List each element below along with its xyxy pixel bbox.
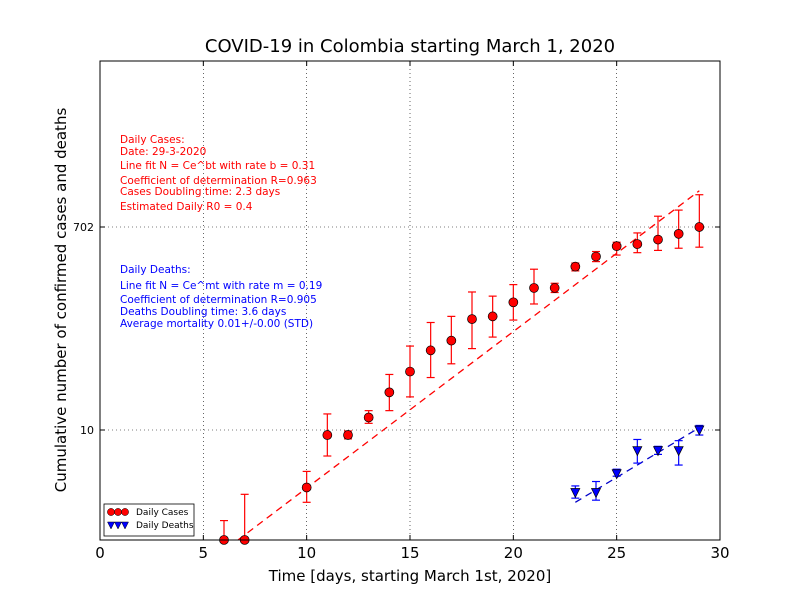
cases-annotation-line: Cases Doubling time: 2.3 days	[120, 186, 280, 198]
x-ticks: 0 5 10 15 20 25 30	[95, 61, 730, 562]
x-tick-label: 20	[504, 544, 523, 562]
legend-deaths-label: Daily Deaths	[136, 521, 194, 531]
x-tick-label: 10	[297, 544, 316, 562]
deaths-annotation-line: Deaths Doubling time: 3.6 days	[120, 306, 286, 318]
cases-data-point	[549, 283, 560, 293]
y-ticks: 10 702	[73, 221, 720, 437]
cases-data-point	[301, 482, 312, 493]
cases-data-point	[343, 430, 353, 440]
x-tick-label: 30	[710, 544, 729, 562]
x-tick-label: 0	[95, 544, 105, 562]
x-tick-label: 5	[199, 544, 209, 562]
error-bars	[220, 194, 704, 540]
legend-deaths-marker	[107, 521, 129, 530]
deaths-data-point	[652, 446, 664, 457]
cases-annotation-line: Coefficient of determination R=0.963	[120, 175, 317, 187]
deaths-data-point	[570, 488, 581, 499]
y-axis-label: Cumulative number of confirmed cases and…	[52, 108, 70, 493]
cases-annotation-line: Line fit N = Ce^bt with rate b = 0.31	[120, 160, 315, 172]
x-tick-label: 25	[607, 544, 626, 562]
cases-data-point	[363, 412, 374, 423]
cases-data-point	[611, 241, 622, 252]
cases-data-point	[694, 222, 705, 232]
cases-data-point	[653, 234, 663, 245]
deaths-data-point	[673, 446, 684, 457]
cases-data-point	[405, 366, 415, 377]
deaths-annotation-line: Average mortality 0.01+/-0.00 (STD)	[120, 318, 313, 330]
deaths-annotation-line: Daily Deaths:	[120, 264, 191, 276]
grid	[100, 61, 720, 540]
deaths-data-point	[611, 469, 622, 480]
cases-data-point	[632, 239, 643, 249]
legend: Daily Cases Daily Deaths	[103, 503, 195, 537]
cases-annotation-line: Daily Cases:	[120, 134, 185, 146]
cases-annotation-line: Date: 29-3-2020	[120, 146, 206, 158]
cases-data-point	[446, 335, 457, 346]
cases-data-point	[467, 314, 477, 324]
cases-annotation: Daily Cases: Date: 29-3-2020 Line fit N …	[120, 134, 317, 213]
y-tick-label: 10	[80, 424, 94, 437]
deaths-data-point	[694, 425, 705, 436]
chart-title: COVID-19 in Colombia starting March 1, 2…	[205, 36, 615, 57]
x-tick-label: 15	[400, 544, 419, 562]
cases-data-point	[322, 430, 333, 440]
cases-data-point	[425, 345, 436, 356]
deaths-data-point	[632, 446, 643, 457]
cases-data-point	[529, 283, 539, 293]
cases-data-point	[384, 387, 395, 398]
cases-data-point	[591, 251, 601, 262]
cases-fit-line	[237, 190, 700, 541]
cases-data-point	[570, 261, 581, 272]
legend-cases-label: Daily Cases	[136, 508, 189, 518]
deaths-annotation: Daily Deaths: Line fit N = Ce^mt with ra…	[120, 264, 322, 330]
deaths-annotation-line: Coefficient of determination R=0.905	[120, 294, 317, 306]
cases-data-point	[673, 229, 684, 239]
data-points	[219, 222, 705, 545]
x-axis-label: Time [days, starting March 1st, 2020]	[268, 567, 551, 585]
deaths-annotation-line: Line fit N = Ce^mt with rate m = 0.19	[120, 280, 322, 292]
deaths-data-point	[590, 488, 602, 499]
legend-cases-marker	[107, 508, 129, 516]
cases-data-point	[508, 297, 519, 308]
cases-data-point	[487, 311, 498, 322]
cases-annotation-line: Estimated Daily R0 = 0.4	[120, 201, 253, 213]
y-tick-label: 702	[73, 221, 94, 234]
